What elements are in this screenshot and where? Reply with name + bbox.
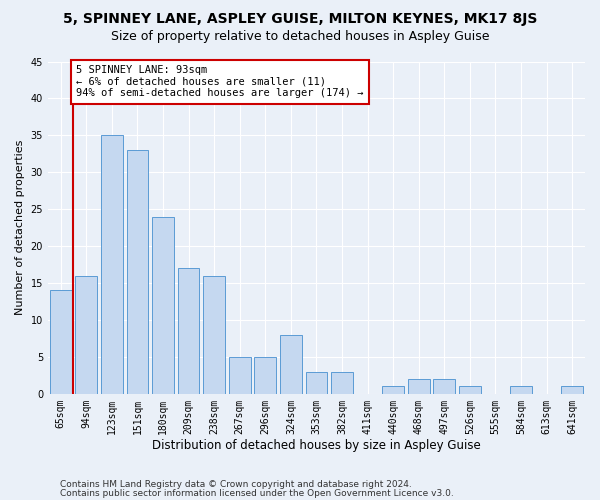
Text: Size of property relative to detached houses in Aspley Guise: Size of property relative to detached ho… xyxy=(111,30,489,43)
Text: 5, SPINNEY LANE, ASPLEY GUISE, MILTON KEYNES, MK17 8JS: 5, SPINNEY LANE, ASPLEY GUISE, MILTON KE… xyxy=(63,12,537,26)
Bar xyxy=(305,372,328,394)
Text: Contains public sector information licensed under the Open Government Licence v3: Contains public sector information licen… xyxy=(60,489,454,498)
Bar xyxy=(433,379,455,394)
Bar xyxy=(127,150,148,394)
X-axis label: Distribution of detached houses by size in Aspley Guise: Distribution of detached houses by size … xyxy=(152,440,481,452)
Text: Contains HM Land Registry data © Crown copyright and database right 2024.: Contains HM Land Registry data © Crown c… xyxy=(60,480,412,489)
Bar xyxy=(382,386,404,394)
Bar xyxy=(510,386,532,394)
Bar xyxy=(178,268,199,394)
Bar xyxy=(152,216,174,394)
Bar xyxy=(50,290,71,394)
Bar xyxy=(76,276,97,394)
Text: 5 SPINNEY LANE: 93sqm
← 6% of detached houses are smaller (11)
94% of semi-detac: 5 SPINNEY LANE: 93sqm ← 6% of detached h… xyxy=(76,65,364,98)
Bar xyxy=(408,379,430,394)
Bar xyxy=(280,335,302,394)
Bar xyxy=(229,357,251,394)
Bar xyxy=(331,372,353,394)
Bar xyxy=(101,136,123,394)
Bar xyxy=(203,276,225,394)
Bar xyxy=(562,386,583,394)
Bar xyxy=(254,357,276,394)
Bar xyxy=(459,386,481,394)
Y-axis label: Number of detached properties: Number of detached properties xyxy=(15,140,25,316)
